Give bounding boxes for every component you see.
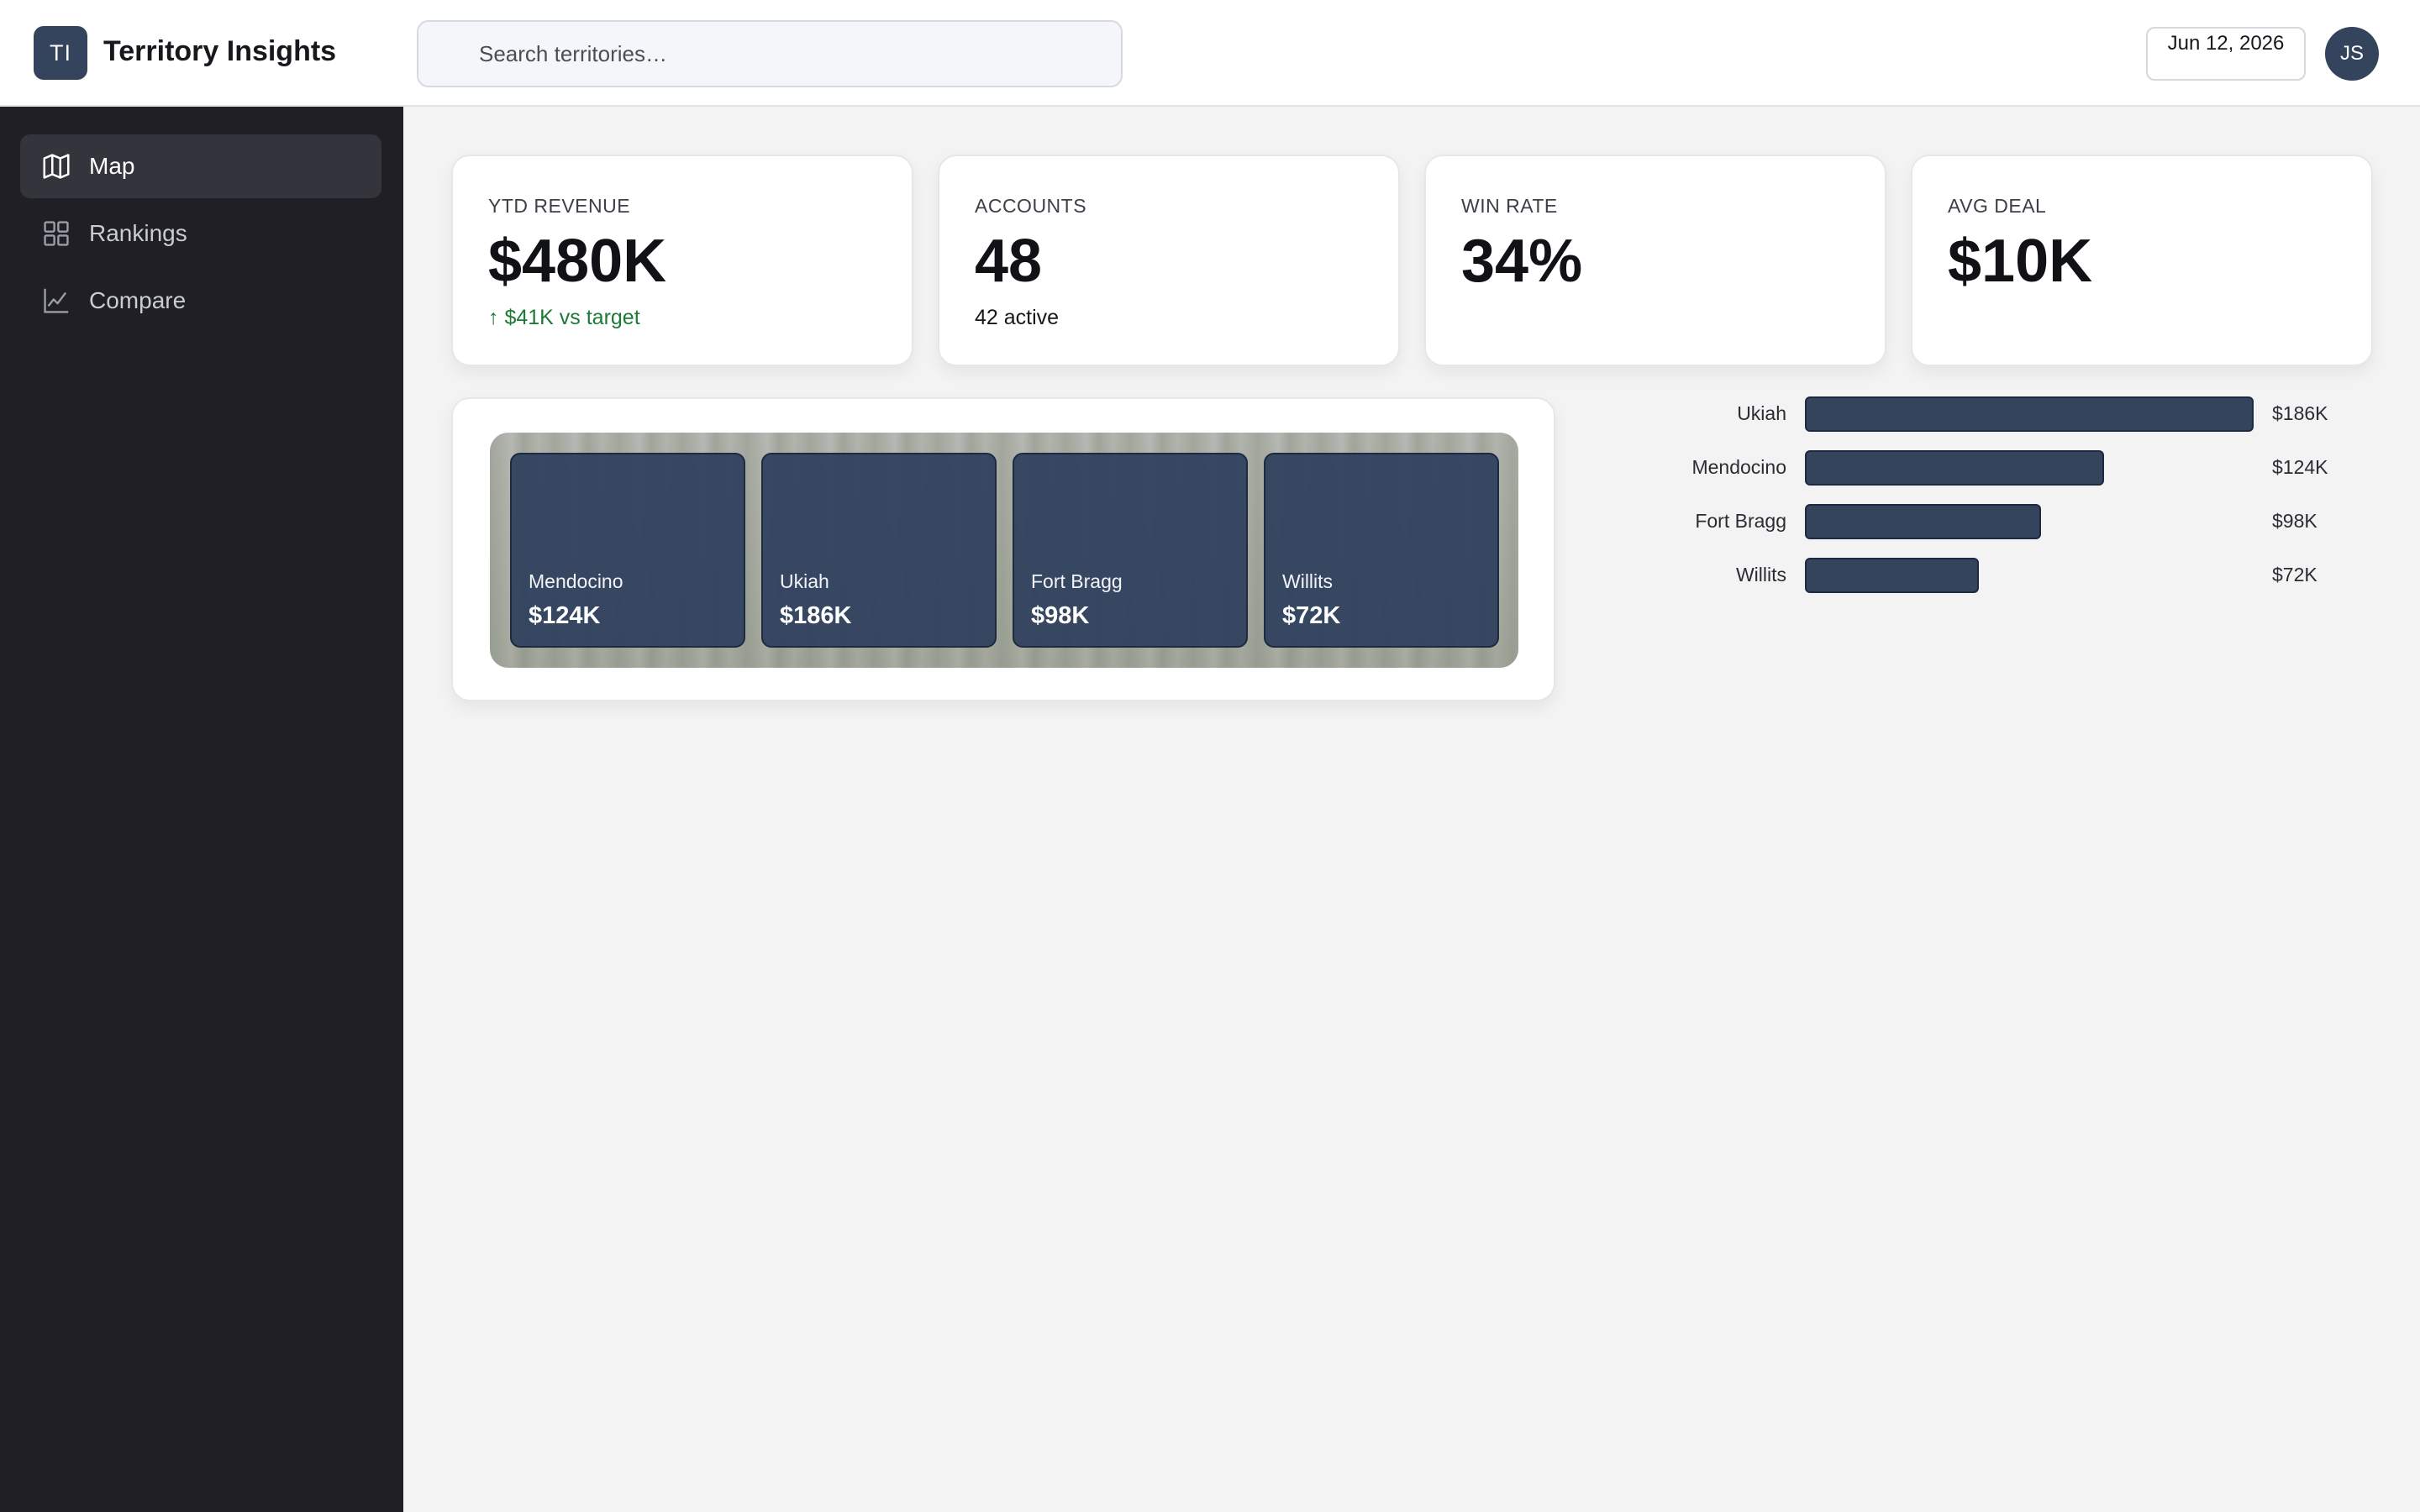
tile-value: $72K [1282, 602, 1341, 629]
kpi-label: AVG DEAL [1948, 195, 2047, 217]
tile-value: $124K [529, 602, 601, 629]
sidebar-item-rankings[interactable]: Rankings [20, 202, 381, 265]
sidebar-item-label: Map [89, 153, 135, 179]
kpi-card-ytd-revenue: YTD REVENUE $480K ↑ $41K vs target [451, 155, 913, 366]
bar-label: Willits [1735, 564, 1786, 585]
kpi-card-avg-deal: AVG DEAL $10K [1911, 155, 2373, 366]
territory-tiles-panel: Mendocino $124K Ukiah $186K Fort Bragg $… [451, 397, 1555, 701]
avatar[interactable]: JS [2325, 27, 2379, 81]
bar-value-label: $98K [2272, 510, 2317, 532]
app-logo: TI [34, 26, 87, 80]
bar-label: Fort Bragg [1695, 510, 1786, 532]
bar-value-label: $72K [2272, 564, 2317, 585]
sidebar-item-map[interactable]: Map [20, 134, 381, 198]
kpi-value: 34% [1461, 228, 1583, 295]
kpi-value: $10K [1948, 228, 2093, 295]
tile-name: Willits [1282, 570, 1334, 592]
kpi-value: 48 [975, 228, 1043, 295]
grid-icon [40, 218, 72, 249]
sidebar-item-label: Rankings [89, 220, 187, 246]
bar-label: Ukiah [1737, 402, 1786, 424]
app-title: Territory Insights [103, 35, 337, 67]
sidebar: Map Rankings Compare [0, 107, 403, 1512]
bar[interactable] [1805, 396, 2254, 432]
bar[interactable] [1805, 504, 2041, 539]
kpi-label: WIN RATE [1461, 195, 1558, 217]
kpi-sub: 42 active [975, 306, 1060, 329]
bar[interactable] [1805, 558, 1979, 593]
tile-name: Fort Bragg [1031, 570, 1123, 592]
kpi-label: YTD REVENUE [488, 195, 631, 217]
kpi-value: $480K [488, 228, 667, 295]
bar-value-label: $124K [2272, 456, 2328, 478]
territory-tile-willits[interactable]: Willits $72K [1264, 453, 1499, 648]
territory-tile-fort-bragg[interactable]: Fort Bragg $98K [1013, 453, 1248, 648]
tile-name: Ukiah [780, 570, 829, 592]
revenue-bar-chart: Ukiah $186K Mendocino $124K Fort Bragg $98K Wi… [1580, 386, 2353, 605]
territory-tile-ukiah[interactable]: Ukiah $186K [761, 453, 997, 648]
bar[interactable] [1805, 450, 2104, 486]
top-bar: TI Territory Insights Jun 12, 2026 JS [0, 0, 2420, 107]
search-box[interactable] [417, 20, 1123, 87]
kpi-card-win-rate: WIN RATE 34% [1424, 155, 1886, 366]
tile-name: Mendocino [529, 570, 623, 592]
tile-value: $186K [780, 602, 852, 629]
kpi-card-accounts: ACCOUNTS 48 42 active [938, 155, 1400, 366]
forest-background-image: Mendocino $124K Ukiah $186K Fort Bragg $… [490, 433, 1518, 668]
sidebar-item-label: Compare [89, 287, 187, 313]
search-input[interactable] [479, 22, 1101, 86]
kpi-label: ACCOUNTS [975, 195, 1087, 217]
sidebar-item-compare[interactable]: Compare [20, 269, 381, 333]
map-icon [40, 150, 72, 182]
bar-value-label: $186K [2272, 402, 2328, 424]
bar-label: Mendocino [1691, 456, 1786, 478]
date-display[interactable]: Jun 12, 2026 [2146, 27, 2306, 81]
territory-tile-mendocino[interactable]: Mendocino $124K [510, 453, 745, 648]
kpi-delta: ↑ $41K vs target [488, 306, 640, 329]
tile-value: $98K [1031, 602, 1090, 629]
line-chart-icon [40, 285, 72, 317]
